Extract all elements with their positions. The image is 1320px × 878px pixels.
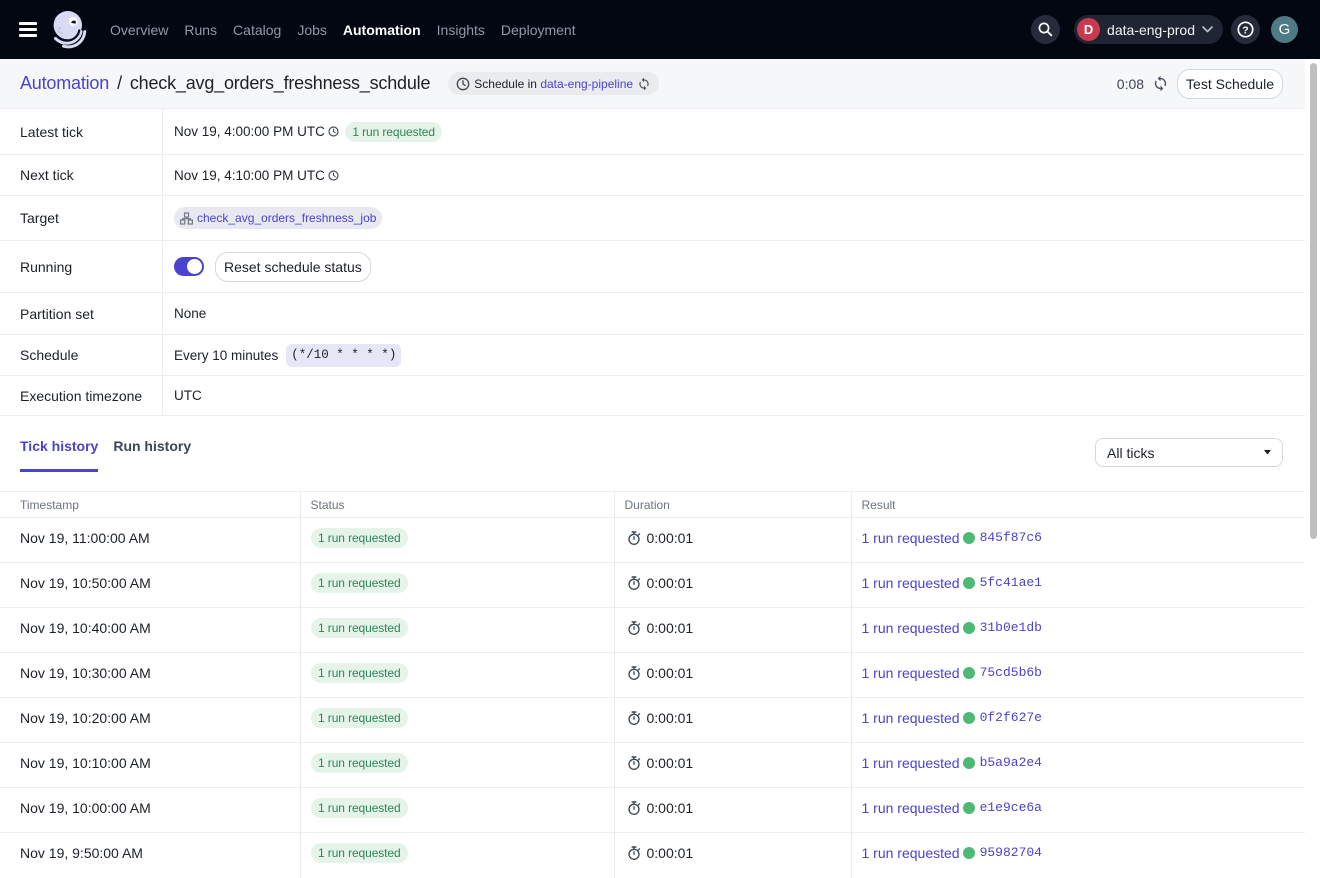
svg-text:?: ?	[1242, 24, 1248, 36]
